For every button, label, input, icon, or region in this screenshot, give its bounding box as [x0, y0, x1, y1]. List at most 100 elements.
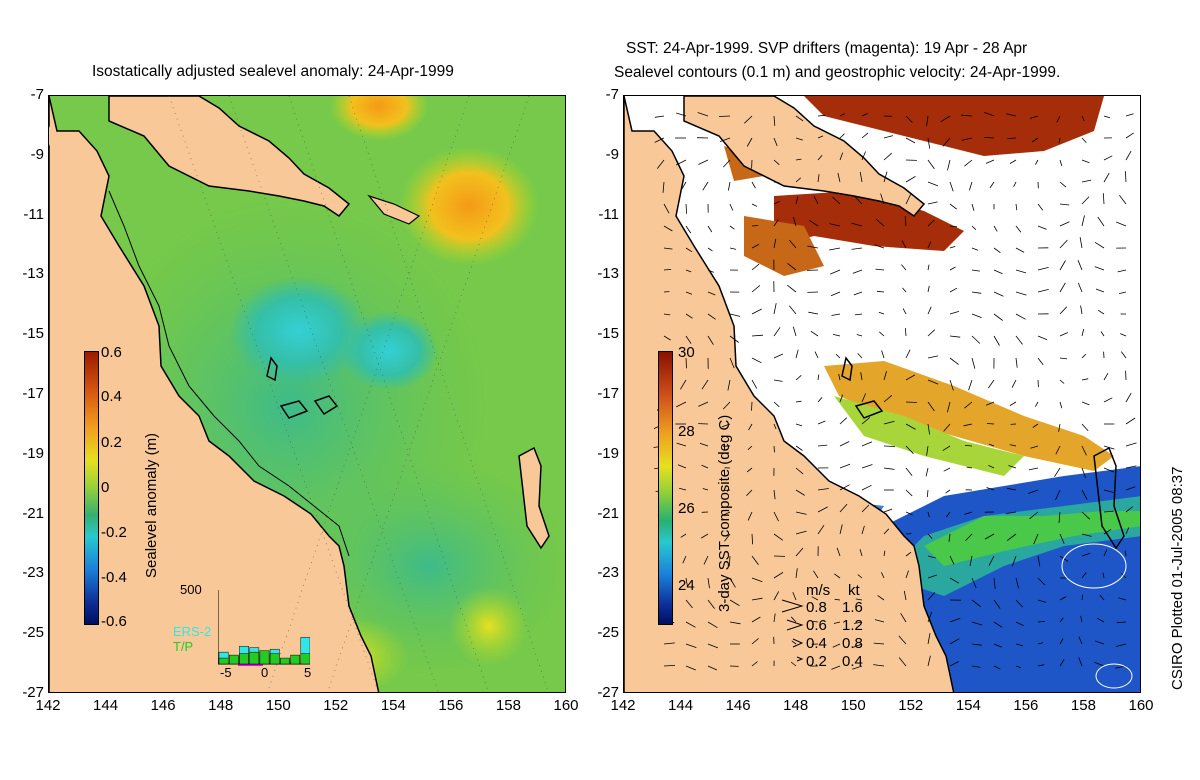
velocity-arrow — [832, 196, 841, 205]
velocity-arrow — [984, 137, 995, 139]
velocity-arrow — [1037, 642, 1044, 645]
velocity-arrow — [685, 577, 688, 588]
tp-bar — [259, 650, 270, 665]
velocity-arrow — [751, 203, 758, 207]
velocity-arrow — [1059, 659, 1065, 667]
velocity-arrow — [1007, 137, 1017, 139]
velocity-arrow — [701, 464, 709, 469]
velocity-arrow — [1081, 137, 1087, 143]
velocity-arrow — [883, 171, 888, 183]
velocity-arrow — [1037, 203, 1044, 211]
velocity-arrow — [808, 311, 819, 315]
velocity-arrow — [905, 374, 916, 381]
velocity-arrow — [903, 590, 907, 601]
x-axis-tick-label: 142 — [35, 697, 61, 714]
velocity-arrow — [905, 445, 914, 454]
velocity-arrow — [707, 643, 719, 649]
velocity-arrow — [1081, 179, 1092, 183]
velocity-arrow — [811, 596, 819, 601]
velocity-arrow — [682, 555, 687, 564]
velocity-arrow — [676, 112, 687, 117]
velocity-arrow — [698, 159, 709, 165]
y-axis-tick-label: -21 — [597, 504, 619, 522]
velocity-arrow — [773, 591, 780, 601]
velocity-arrow — [751, 285, 761, 293]
velocity-arrow — [1015, 357, 1018, 368]
velocity-arrow — [1094, 661, 1105, 667]
velocity-arrow — [971, 335, 981, 344]
velocity-arrow — [927, 285, 930, 293]
velocity-arrow — [677, 464, 687, 469]
velocity-arrow — [1077, 260, 1083, 271]
velocity-arrow — [861, 113, 868, 117]
velocity-arrow — [1080, 615, 1083, 623]
velocity-arrow — [942, 445, 951, 451]
velocity-arrow — [685, 291, 693, 295]
velocity-arrow — [969, 555, 973, 567]
velocity-arrow — [965, 533, 973, 541]
velocity-arrow — [773, 401, 780, 408]
velocity-arrow — [751, 555, 759, 565]
velocity-arrow — [1103, 467, 1115, 473]
velocity-legend-kt: 1.2 — [842, 617, 863, 634]
velocity-arrow — [773, 181, 780, 184]
velocity-arrow — [698, 401, 709, 407]
velocity-arrow — [729, 225, 735, 230]
x-axis-tick-label: 144 — [93, 697, 119, 714]
velocity-arrow — [971, 643, 982, 646]
velocity-arrow — [817, 154, 823, 161]
sst-colorbar-tick: 24 — [678, 577, 695, 594]
sst-colorbar-tick: 30 — [678, 344, 695, 361]
velocity-arrow — [835, 354, 841, 359]
velocity-legend-kt: 0.8 — [842, 635, 863, 652]
velocity-arrow — [1081, 329, 1085, 337]
x-axis-tick-label: 160 — [1128, 697, 1154, 714]
velocity-arrow — [795, 547, 804, 557]
x-axis-tick-label: 146 — [725, 697, 751, 714]
velocity-arrow — [927, 655, 931, 667]
velocity-arrow — [960, 114, 973, 117]
velocity-arrow — [1011, 555, 1017, 567]
velocity-arrow — [947, 401, 951, 413]
velocity-arrow — [1005, 511, 1017, 514]
y-axis-tick-label: -15 — [22, 325, 44, 343]
velocity-arrow — [656, 159, 665, 169]
velocity-arrow — [1081, 572, 1087, 579]
velocity-arrow — [905, 423, 916, 430]
velocity-arrow — [874, 244, 885, 249]
velocity-arrow — [723, 159, 731, 168]
velocity-arrow — [949, 287, 958, 293]
velocity-arrow — [852, 269, 863, 274]
velocity-legend-kt: 0.4 — [842, 653, 863, 670]
velocity-arrow — [1015, 291, 1027, 296]
velocity-arrow — [883, 445, 896, 447]
velocity-arrow — [685, 599, 693, 609]
y-axis-tick-label: -9 — [605, 145, 619, 163]
velocity-arrow — [702, 488, 709, 491]
velocity-arrow — [1031, 137, 1039, 143]
velocity-arrow — [680, 181, 687, 192]
velocity-arrow — [680, 379, 687, 390]
velocity-arrow — [680, 511, 687, 513]
velocity-arrow — [971, 247, 979, 251]
velocity-arrow — [927, 159, 935, 170]
velocity-arrow — [861, 525, 865, 535]
velocity-arrow — [1059, 306, 1067, 315]
velocity-arrow — [707, 269, 714, 273]
velocity-arrow — [1078, 657, 1083, 667]
y-axis-tick-label: -11 — [598, 205, 619, 223]
velocity-arrow — [875, 218, 885, 227]
velocity-arrow — [1103, 397, 1113, 403]
velocity-arrow — [883, 370, 887, 381]
velocity-arrow — [942, 137, 951, 147]
velocity-arrow — [817, 506, 828, 513]
velocity-arrow — [1059, 239, 1068, 249]
velocity-arrow — [1125, 442, 1137, 447]
sealevel-colorbar-tick: 0.6 — [101, 344, 122, 361]
velocity-arrow — [685, 621, 696, 628]
velocity-arrow — [854, 195, 863, 205]
velocity-arrow — [729, 335, 739, 343]
velocity-arrow — [873, 642, 885, 645]
velocity-arrow — [905, 194, 911, 205]
velocity-arrow — [1059, 379, 1065, 384]
